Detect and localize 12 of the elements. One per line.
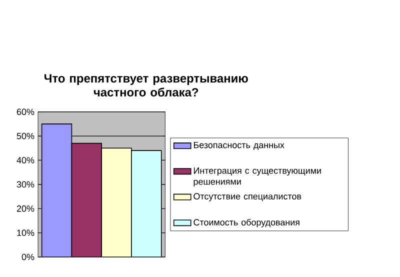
legend-label: Стоимость оборудования	[194, 218, 300, 228]
legend-label: Интеграция с существующими решениями	[194, 168, 321, 187]
y-tick-label: 20%	[16, 205, 34, 212]
y-tick-label: 60%	[16, 108, 34, 116]
legend-label: Отсутствие специалистов	[194, 193, 302, 202]
y-tick-label: 50%	[16, 132, 34, 140]
y-tick-label: 0%	[22, 254, 34, 260]
y-tick-label: 10%	[17, 230, 34, 236]
legend-label: Безопасность данных	[194, 142, 284, 150]
chart-title: Что препятствует развертыванию частного облака?	[44, 74, 248, 97]
y-tick-label: 40%	[16, 157, 34, 164]
y-tick-label: 30%	[16, 181, 34, 188]
